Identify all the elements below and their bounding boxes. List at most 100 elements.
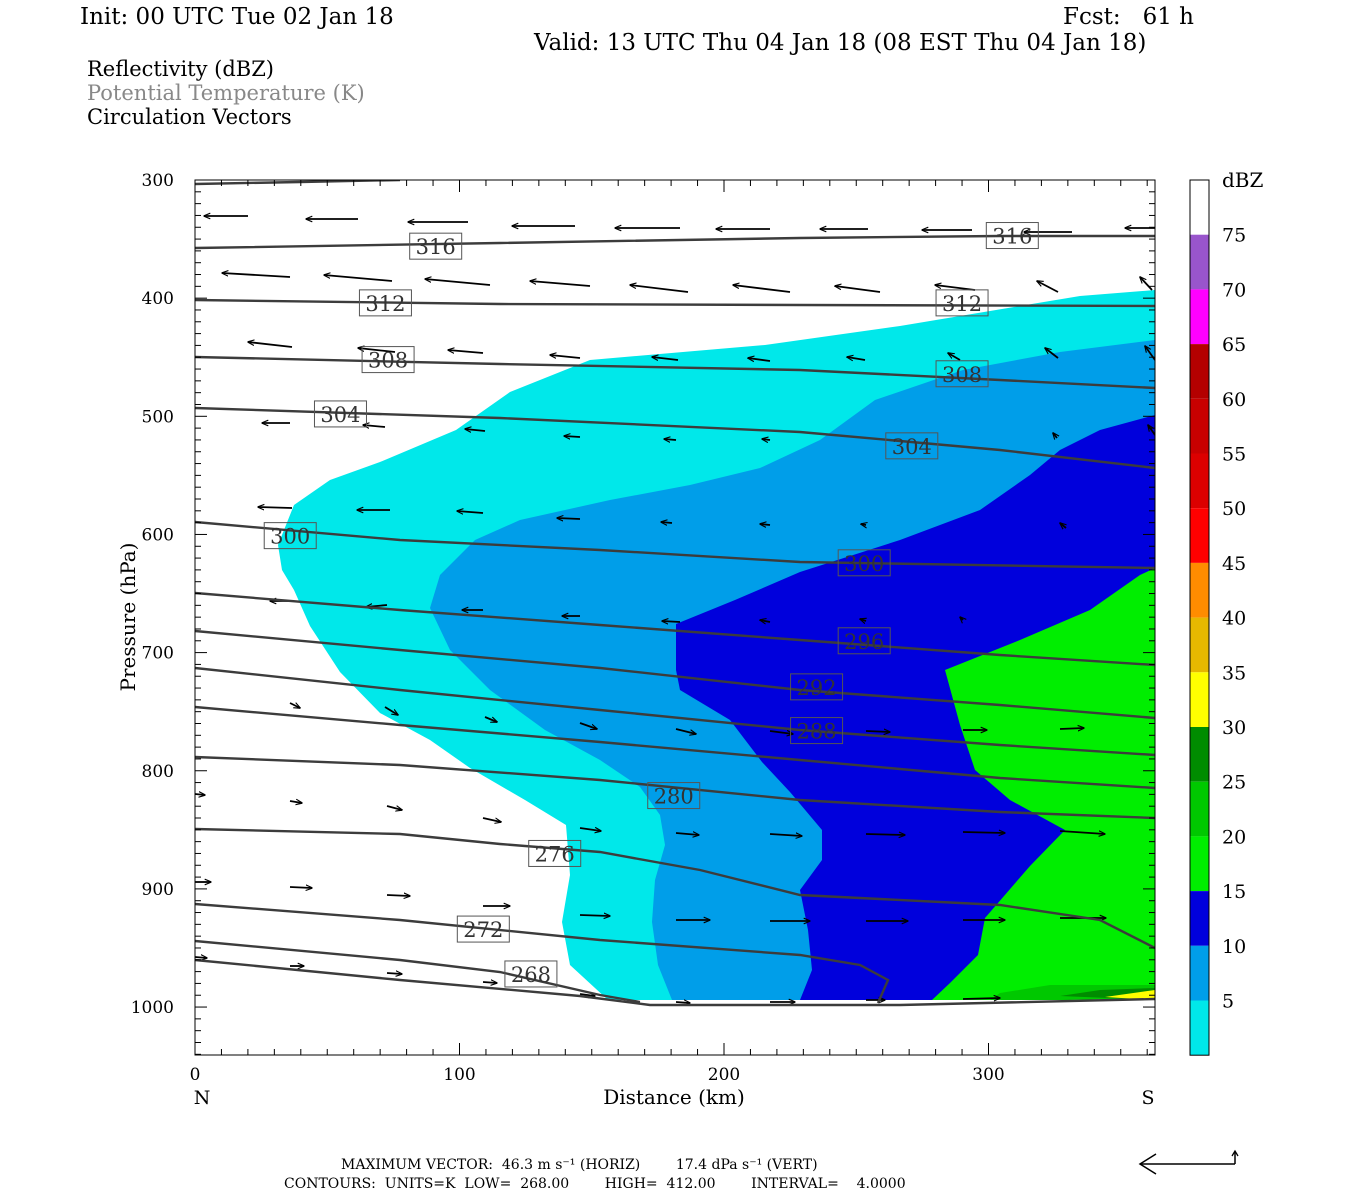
circulation-vector [733,285,791,293]
circulation-vector [1045,348,1059,359]
circulation-vector [386,973,402,974]
theta-contour-label: 300 [837,549,891,577]
colorbar-swatch [1190,891,1209,946]
circulation-vector [652,357,679,360]
theta-contour-line [195,298,1155,308]
colorbar-swatch [1190,180,1209,235]
colorbar: 75 70 65 60 55 50 45 40 35 30 25 20 15 10 5 [1189,179,1246,1110]
circulation-vector [835,286,881,293]
x-tick-label: 200 [708,1065,740,1085]
legend-circulation-vectors: Circulation Vectors [87,105,292,129]
svg-text:272: 272 [463,918,503,942]
colorbar-label: 55 [1222,444,1246,466]
y-tick-label: 600 [142,525,174,545]
circulation-vector [579,828,601,831]
colorbar-label: 10 [1222,936,1246,958]
circulation-vector [769,834,802,836]
theta-contour-line [195,827,1155,950]
y-tick-label: 500 [142,407,174,427]
y-tick-label: 800 [142,762,174,782]
circulation-vector [861,524,866,525]
contours-footer: CONTOURS: UNITS=K LOW= 268.00 HIGH= 412.… [284,1176,906,1192]
circulation-vector [482,982,497,983]
svg-text:316: 316 [992,225,1032,249]
theta-contour-label: 300 [263,522,317,550]
x-tick-label: 100 [443,1065,475,1085]
refl-region-35 [1105,990,1155,1000]
svg-text:296: 296 [844,630,884,654]
theta-contour-label: 268 [504,960,558,988]
refl-region-15 [676,415,1155,1000]
colorbar-swatch [1190,945,1209,1001]
valid-time: Valid: 13 UTC Thu 04 Jan 18 (08 EST Thu … [534,30,1147,56]
theta-contour-line [195,629,1155,720]
circulation-vector [248,342,293,348]
circulation-vector [1140,277,1153,291]
circulation-vector [760,620,771,622]
circulation-vector [630,285,689,293]
circulation-vector [289,801,302,803]
axis-tick-labels: 0 100 200 300 300 400 500 600 700 800 900 1000 [131,171,1005,1085]
init-time: Init: 00 UTC Tue 02 Jan 18 [80,4,394,30]
circulation-vector [748,358,771,361]
svg-text:312: 312 [365,292,405,316]
circulation-vector [675,833,699,835]
theta-contour-label: 276 [528,839,582,867]
colorbar-label: 75 [1222,225,1246,247]
svg-text:300: 300 [270,525,310,549]
y-tick-label: 700 [142,644,174,664]
colorbar-label: 35 [1222,662,1246,684]
theta-contour-line [195,591,1155,667]
circulation-vector [579,915,610,916]
circulation-vector [762,439,771,440]
colorbar-swatch [1190,289,1209,345]
y-tick-label: 400 [142,289,174,309]
circulation-vector [564,436,581,437]
theta-contour-label: 292 [790,673,844,701]
colorbar-swatch [1190,672,1209,727]
svg-text:304: 304 [320,403,360,427]
colorbar-label: 60 [1222,389,1246,411]
circulation-vector [962,832,1005,833]
colorbar-label: 30 [1222,717,1246,739]
colorbar-label: 45 [1222,553,1246,575]
colorbar-swatch [1190,234,1209,290]
circulation-vector [847,357,866,360]
circulation-vector [557,518,581,519]
theta-contour-label: 308 [361,346,415,374]
circulation-vector [1037,281,1059,293]
circulation-vector [1060,523,1066,528]
colorbar-label: 40 [1222,608,1246,630]
theta-contour-label: 280 [647,782,701,810]
circulation-vector [1053,433,1057,438]
theta-contour-label: 304 [885,432,939,460]
colorbar-label: 65 [1222,334,1246,356]
theta-contour-label: 288 [790,717,844,745]
circulation-vector [579,722,597,729]
colorbar-frame [1189,179,1210,1056]
x-axis-label: Distance (km) [603,1085,745,1109]
circulation-vector [675,1002,690,1003]
theta-contour-label: 296 [837,627,891,655]
circulation-vector [962,998,1000,999]
y-axis-label: Pressure (hPa) [116,543,140,692]
colorbar-label: 5 [1222,991,1234,1013]
theta-contour-line [195,705,1155,790]
forecast-hour: Fcst: 61 h [1063,4,1194,30]
circulation-vector [948,353,961,361]
circulation-vector [465,429,486,431]
circulation-vector [384,706,398,715]
x-tick-label: 0 [190,1065,201,1085]
svg-text:268: 268 [511,963,551,987]
colorbar-swatch [1190,562,1209,618]
circulation-vector [425,279,491,286]
circulation-vector [482,817,501,822]
circulation-vector [675,728,696,734]
colorbar-unit: dBZ [1222,168,1264,192]
colorbar-swatch [1190,508,1209,563]
x-left-end-label: N [194,1087,211,1109]
svg-text:312: 312 [942,292,982,316]
y-tick-label: 900 [142,880,174,900]
circulation-vector [222,273,291,278]
circulation-vector [289,702,300,708]
